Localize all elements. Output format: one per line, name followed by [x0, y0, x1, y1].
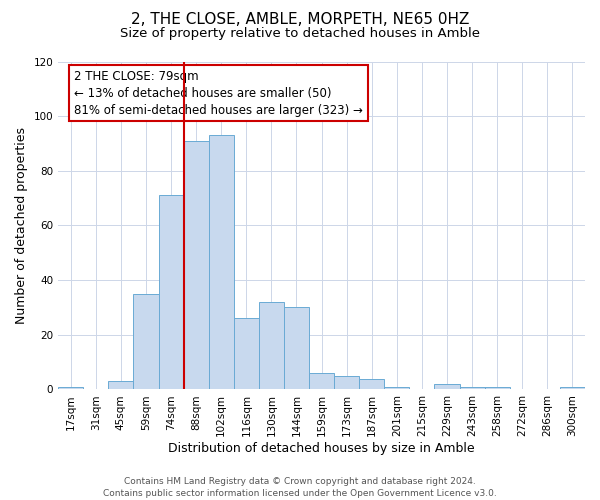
- Bar: [359, 378, 385, 390]
- Bar: [184, 141, 209, 390]
- Bar: [234, 318, 259, 390]
- Y-axis label: Number of detached properties: Number of detached properties: [15, 127, 28, 324]
- Bar: [385, 386, 409, 390]
- Bar: [58, 386, 83, 390]
- Bar: [434, 384, 460, 390]
- Bar: [485, 386, 510, 390]
- Bar: [209, 136, 234, 390]
- Bar: [560, 386, 585, 390]
- Text: 2 THE CLOSE: 79sqm
← 13% of detached houses are smaller (50)
81% of semi-detache: 2 THE CLOSE: 79sqm ← 13% of detached hou…: [74, 70, 363, 116]
- X-axis label: Distribution of detached houses by size in Amble: Distribution of detached houses by size …: [168, 442, 475, 455]
- Text: 2, THE CLOSE, AMBLE, MORPETH, NE65 0HZ: 2, THE CLOSE, AMBLE, MORPETH, NE65 0HZ: [131, 12, 469, 28]
- Bar: [259, 302, 284, 390]
- Bar: [158, 196, 184, 390]
- Bar: [334, 376, 359, 390]
- Bar: [133, 294, 158, 390]
- Bar: [284, 308, 309, 390]
- Bar: [460, 386, 485, 390]
- Text: Contains HM Land Registry data © Crown copyright and database right 2024.
Contai: Contains HM Land Registry data © Crown c…: [103, 476, 497, 498]
- Bar: [309, 373, 334, 390]
- Bar: [109, 382, 133, 390]
- Text: Size of property relative to detached houses in Amble: Size of property relative to detached ho…: [120, 28, 480, 40]
